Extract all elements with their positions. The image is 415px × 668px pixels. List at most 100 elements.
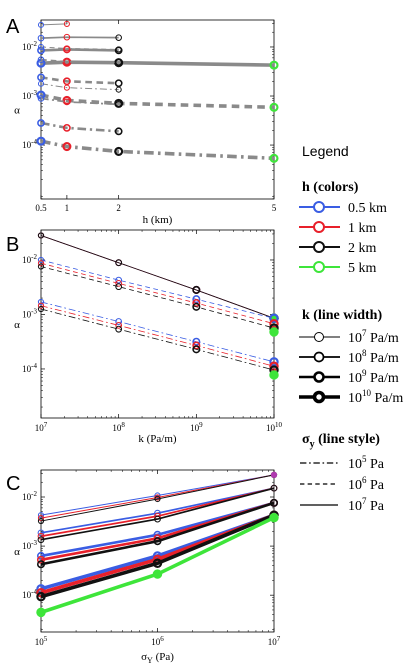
data-point [63, 45, 70, 52]
panel-c: C 10-4 10-3 10-2 105 106 107 α σY (Pa) [6, 469, 281, 665]
data-point [36, 591, 46, 602]
data-point [192, 299, 201, 308]
data-point [37, 260, 45, 267]
data-point [63, 98, 71, 106]
y-tick-label: 10-4 [22, 362, 37, 374]
x-tick-label: 107 [35, 421, 48, 433]
series-line [40, 121, 119, 133]
series-line [40, 48, 119, 52]
data-point [115, 86, 122, 93]
data-point [62, 77, 71, 86]
legend-width-label: 1010 Pa/m [348, 388, 403, 406]
series-line [40, 259, 275, 319]
data-point [37, 119, 45, 127]
data-point [115, 276, 123, 284]
data-point [37, 536, 45, 544]
series-line [40, 83, 119, 91]
data-point [152, 558, 163, 568]
data-point [269, 327, 279, 337]
data-point [269, 370, 279, 380]
y-axis-label: α [14, 546, 20, 558]
legend-color-marker [313, 221, 325, 233]
axes-frame [40, 469, 275, 633]
data-point [36, 58, 46, 68]
data-point [269, 153, 279, 163]
legend-color-marker [313, 241, 325, 253]
series-line [40, 60, 275, 67]
data-point [115, 283, 123, 291]
data-point [192, 285, 201, 294]
legend-color-marker [313, 261, 325, 273]
series-line [40, 474, 275, 522]
legend-width-marker [312, 390, 326, 404]
series-line [40, 93, 275, 110]
data-point [37, 73, 45, 82]
legend: Legend h (colors) 0.5 km 1 km 2 km 5 km k (lin… [299, 143, 403, 514]
legend-color-label: 2 km [348, 241, 377, 256]
data-point [115, 321, 123, 329]
data-point [62, 141, 72, 152]
data-point [269, 60, 279, 70]
series-line [40, 262, 275, 325]
x-axis-label: σY (Pa) [141, 651, 174, 665]
data-point [192, 341, 201, 350]
legend-title: Legend [302, 143, 349, 159]
series-line [40, 301, 275, 363]
data-point [192, 337, 201, 346]
series-line [40, 23, 67, 26]
y-tick-label: 10-3 [22, 307, 37, 319]
series-line [40, 235, 275, 319]
legend-style-label: 107 Pa [348, 496, 385, 514]
data-point [62, 124, 71, 132]
legend-color-marker [313, 201, 325, 213]
data-point [269, 313, 279, 323]
y-tick-label: 10-3 [22, 89, 37, 101]
legend-width-marker [313, 371, 325, 383]
data-point [115, 34, 122, 41]
panel-label: A [6, 16, 20, 38]
series-line [40, 266, 275, 329]
data-point [114, 146, 124, 156]
legend-color-label: 5 km [348, 261, 377, 276]
legend-color-label: 1 km [348, 221, 377, 236]
data-point [36, 136, 46, 146]
data-point [154, 515, 161, 523]
panel-a: A 10-4 10-3 10-2 0.5 1 2 5 α h (km) [6, 16, 279, 226]
data-point [37, 56, 45, 64]
data-point [37, 263, 45, 270]
axes-frame [40, 229, 275, 419]
y-tick-label: 10-3 [22, 539, 37, 551]
data-point [37, 34, 45, 42]
data-point [115, 280, 123, 287]
data-point [37, 256, 45, 264]
x-tick-label: 5 [272, 203, 277, 213]
legend-style-label: 105 Pa [348, 454, 385, 472]
data-point [37, 298, 45, 306]
series-line [40, 139, 275, 161]
y-axis-label: α [14, 105, 20, 117]
legend-style-heading: σy (line style) [302, 432, 380, 450]
data-point [37, 95, 45, 102]
series-line [40, 305, 275, 367]
x-tick-label: 107 [268, 635, 281, 647]
legend-width-label: 107 Pa/m [348, 328, 399, 346]
series-line [40, 76, 119, 85]
data-point [37, 80, 45, 87]
data-point [63, 84, 70, 91]
data-point [192, 345, 201, 354]
y-axis-label: α [14, 319, 20, 331]
data-point [115, 58, 122, 66]
data-point [152, 569, 163, 579]
data-point [192, 295, 201, 304]
series-line [40, 501, 275, 566]
series-line [40, 487, 275, 541]
legend-width-marker [313, 351, 325, 363]
data-point [63, 58, 71, 65]
x-tick-label: 108 [112, 421, 125, 433]
x-axis-label: k (Pa/m) [138, 433, 177, 445]
data-point [269, 498, 279, 507]
data-point [63, 33, 71, 41]
y-tick-label: 10-4 [22, 138, 37, 150]
y-tick-label: 10-2 [22, 490, 37, 502]
data-point [115, 318, 123, 325]
